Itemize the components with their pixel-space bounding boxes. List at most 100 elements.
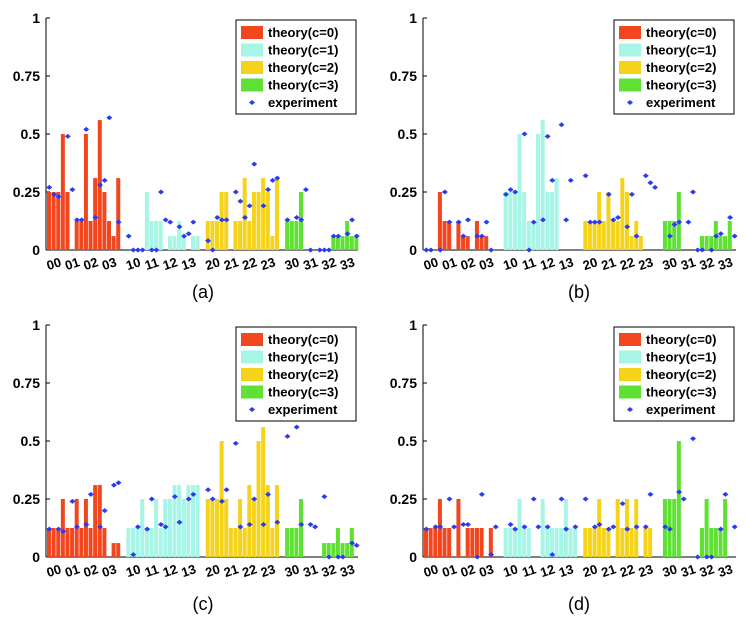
- x-tick-label: 30: [283, 254, 301, 273]
- bar-c0: [456, 221, 461, 250]
- bar-c3: [289, 221, 294, 250]
- y-tick-label: 1: [32, 10, 40, 26]
- experiment-point: [703, 554, 710, 560]
- experiment-point: [563, 526, 570, 532]
- bar-c1: [181, 236, 186, 250]
- bar-c3: [326, 543, 331, 557]
- experiment-point: [110, 482, 117, 488]
- bar-c2: [233, 528, 238, 557]
- bar-c2: [592, 221, 597, 250]
- bar-c3: [299, 499, 304, 557]
- x-tick-label: 02: [82, 561, 100, 580]
- bar-c0: [56, 528, 61, 557]
- experiment-point: [717, 526, 724, 532]
- experiment-point: [605, 191, 612, 197]
- experiment-point: [46, 526, 53, 532]
- experiment-point: [642, 524, 649, 530]
- x-tick-label: 21: [222, 561, 240, 580]
- experiment-point: [326, 247, 332, 253]
- bar-c0: [70, 528, 75, 557]
- experiment-point: [153, 247, 160, 253]
- experiment-point: [563, 217, 570, 223]
- experiment-point: [423, 247, 430, 253]
- experiment-point: [190, 219, 197, 225]
- legend-swatch-c0: [619, 333, 641, 346]
- bar-c0: [456, 499, 461, 557]
- experiment-point: [549, 177, 556, 183]
- y-tick-label: 0.75: [390, 375, 417, 391]
- bar-c2: [648, 528, 653, 557]
- bar-c1: [526, 528, 531, 557]
- bar-c1: [545, 528, 550, 557]
- legend-swatch-c0: [241, 333, 263, 346]
- experiment-point: [731, 233, 738, 239]
- bar-c3: [335, 528, 340, 557]
- experiment-point: [685, 219, 692, 225]
- bar-c0: [60, 499, 65, 557]
- x-tick-label: 10: [501, 561, 519, 580]
- experiment-point: [69, 187, 76, 193]
- bar-c2: [219, 441, 224, 557]
- bar-c1: [191, 236, 196, 250]
- x-tick-label: 10: [501, 254, 519, 273]
- experiment-point: [260, 203, 267, 209]
- experiment-point: [92, 215, 99, 221]
- panel-label-b: (b): [568, 282, 590, 302]
- experiment-point: [446, 496, 453, 502]
- experiment-point: [246, 522, 253, 528]
- bar-c2: [270, 528, 275, 557]
- bar-c3: [704, 236, 709, 250]
- x-tick-label: 11: [520, 254, 538, 273]
- experiment-point: [55, 526, 62, 532]
- experiment-point: [690, 189, 697, 195]
- bar-c1: [508, 528, 513, 557]
- y-tick-label: 1: [32, 317, 40, 333]
- experiment-point: [50, 191, 57, 197]
- bar-c0: [60, 134, 65, 250]
- experiment-point: [134, 247, 141, 253]
- experiment-point: [148, 496, 155, 502]
- experiment-point: [330, 233, 337, 239]
- bar-c3: [672, 499, 677, 557]
- bar-c1: [540, 499, 545, 557]
- experiment-point: [544, 133, 551, 139]
- bar-c2: [247, 221, 252, 250]
- experiment-point: [437, 524, 444, 530]
- bar-c1: [549, 192, 554, 250]
- legend-label: theory(c=1): [268, 350, 338, 365]
- experiment-point: [115, 219, 122, 225]
- bar-c3: [285, 528, 290, 557]
- legend-label: experiment: [268, 95, 338, 110]
- x-tick-label: 13: [557, 561, 575, 580]
- bar-c2: [601, 221, 606, 250]
- experiment-point: [507, 187, 514, 193]
- bar-c1: [522, 528, 527, 557]
- experiment-point: [676, 219, 683, 225]
- x-tick-label: 22: [240, 561, 258, 580]
- bar-c1: [503, 192, 508, 250]
- experiment-point: [74, 217, 80, 223]
- bar-c1: [512, 192, 517, 250]
- bar-c2: [601, 528, 606, 557]
- experiment-point: [446, 219, 453, 225]
- bar-c0: [461, 236, 466, 250]
- bar-c1: [154, 221, 159, 250]
- experiment-point: [246, 203, 253, 209]
- bar-c2: [265, 485, 270, 557]
- legend-label: theory(c=1): [646, 43, 716, 58]
- legend-swatch-c0: [619, 26, 641, 39]
- x-tick-label: 20: [203, 254, 221, 273]
- bar-c2: [247, 485, 252, 557]
- y-tick-label: 0: [32, 242, 40, 258]
- experiment-point: [666, 233, 673, 239]
- bar-c2: [251, 499, 256, 557]
- bar-c3: [723, 499, 728, 557]
- bar-c0: [447, 221, 452, 250]
- bar-c0: [107, 221, 112, 250]
- experiment-point: [251, 496, 258, 502]
- x-tick-label: 21: [599, 254, 617, 273]
- x-tick-label: 02: [459, 254, 477, 273]
- legend-label: theory(c=0): [268, 332, 338, 347]
- experiment-point: [344, 231, 351, 237]
- experiment-point: [316, 247, 323, 253]
